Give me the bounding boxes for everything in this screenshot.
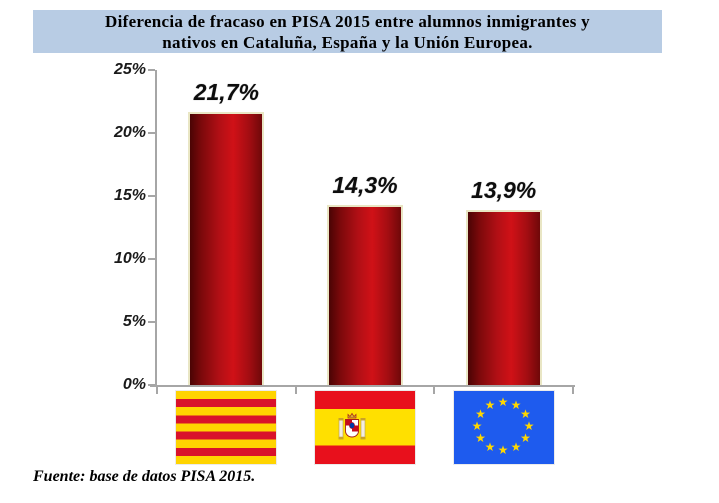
eu-star-icon: ★ bbox=[475, 431, 486, 445]
eu-star-icon: ★ bbox=[484, 398, 496, 413]
y-axis-label: 0% bbox=[122, 376, 146, 393]
y-tick bbox=[148, 258, 155, 260]
eu-star-icon: ★ bbox=[497, 395, 509, 409]
y-axis-label: 25% bbox=[113, 61, 146, 78]
y-axis-line bbox=[155, 70, 157, 387]
bar-union-europea bbox=[465, 209, 542, 385]
eu-star-icon: ★ bbox=[510, 398, 522, 413]
eu-star-icon: ★ bbox=[484, 439, 496, 454]
source-note: Fuente: base de datos PISA 2015. bbox=[33, 468, 256, 485]
y-tick bbox=[148, 69, 155, 71]
spain-coat-of-arms-icon bbox=[338, 412, 366, 440]
eu-star-icon: ★ bbox=[520, 407, 531, 421]
bar-espana bbox=[327, 204, 403, 385]
y-axis-label: 20% bbox=[113, 124, 146, 141]
x-tick bbox=[156, 385, 158, 394]
spain-flag bbox=[315, 391, 415, 464]
y-axis-label: 15% bbox=[113, 187, 146, 204]
eu-star-icon: ★ bbox=[475, 407, 486, 421]
eu-star-icon: ★ bbox=[510, 439, 522, 454]
bar-cataluna bbox=[188, 111, 265, 385]
catalonia-flag bbox=[176, 391, 277, 464]
y-axis-label: 10% bbox=[113, 250, 146, 267]
eu-star-icon: ★ bbox=[471, 419, 483, 433]
y-tick bbox=[148, 321, 155, 323]
eu-star-icon: ★ bbox=[497, 443, 509, 457]
chart-title-line-1: Diferencia de fracaso en PISA 2015 entre… bbox=[105, 12, 590, 31]
bar-value-label-union-europea: 13,9% bbox=[471, 176, 537, 203]
chart-title-line-2: nativos en Cataluña, España y la Unión E… bbox=[162, 32, 533, 52]
y-tick bbox=[148, 195, 155, 197]
eu-star-icon: ★ bbox=[523, 419, 535, 433]
eu-flag: ★ ★ ★ ★ ★ ★ ★ ★ ★ ★ ★ ★ bbox=[453, 391, 554, 464]
chart-title: Diferencia de fracaso en PISA 2015 entre… bbox=[33, 10, 662, 53]
x-tick bbox=[572, 385, 574, 394]
y-tick bbox=[148, 384, 155, 386]
eu-star-icon: ★ bbox=[520, 431, 531, 445]
x-tick bbox=[294, 385, 297, 394]
bar-value-label-espana: 14,3% bbox=[332, 171, 398, 198]
x-axis-line bbox=[150, 385, 575, 387]
y-tick bbox=[148, 132, 155, 134]
x-tick bbox=[433, 385, 436, 394]
y-axis-label: 5% bbox=[122, 313, 146, 330]
bar-value-label-cataluna: 21,7% bbox=[193, 78, 259, 105]
